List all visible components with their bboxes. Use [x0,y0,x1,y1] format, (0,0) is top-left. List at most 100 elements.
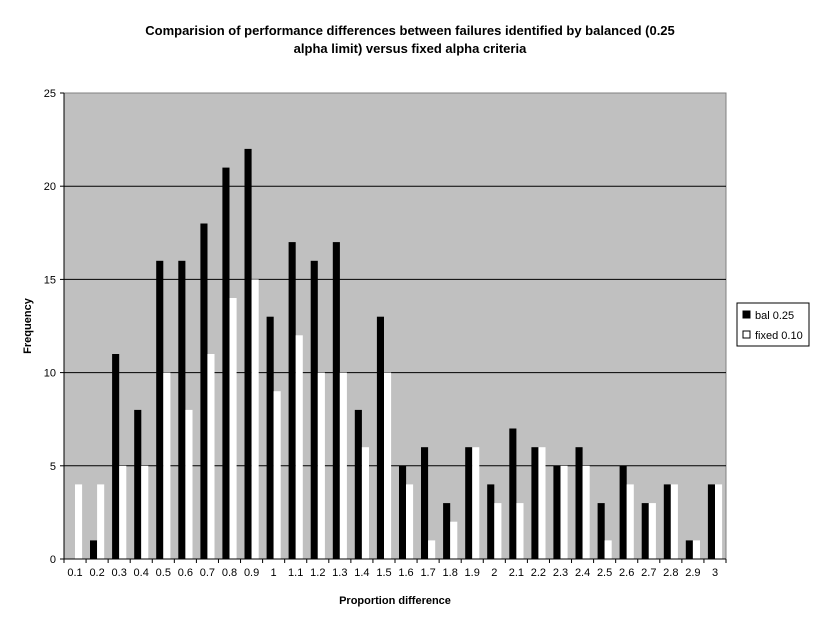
x-tick-label: 0.2 [89,567,104,579]
bar-bal [531,447,539,559]
legend-label-fixed: fixed 0.10 [755,330,803,342]
chart-title-line-2: alpha limit) versus fixed alpha criteria [294,41,527,56]
bar-bal [553,465,561,559]
bar-fixed [317,372,325,559]
y-tick-label: 20 [44,181,56,193]
x-tick-label: 0.7 [200,567,215,579]
bar-fixed [494,503,502,559]
x-tick-label: 1.7 [420,567,435,579]
x-tick-label: 2 [491,567,497,579]
bar-fixed [295,335,303,559]
y-tick-label: 5 [50,461,56,473]
x-tick-label: 1.6 [398,567,413,579]
x-tick-label: 0.4 [134,567,149,579]
x-tick-label: 0.8 [222,567,237,579]
y-tick-label: 25 [44,88,56,100]
x-tick-label: 1 [271,567,277,579]
bar-fixed [406,484,414,559]
bar-bal [465,447,473,559]
x-tick-label: 1.4 [354,567,369,579]
x-tick-label: 2.5 [597,567,612,579]
x-tick-label: 2.2 [531,567,546,579]
bar-bal [619,465,627,559]
bar-fixed [273,391,281,559]
bar-bal [509,428,517,559]
bar-fixed [670,484,678,559]
bars [75,148,723,559]
x-tick-label: 1.2 [310,567,325,579]
x-tick-label: 0.1 [67,567,82,579]
tick-labels: 0 5 10 15 20 25 0.1 0.2 0.3 0.4 0.5 0.6 0.7 0.8 0.9 1 1.… [44,88,718,579]
bar-fixed [648,503,656,559]
x-tick-label: 1.8 [443,567,458,579]
y-axis-label: Frequency [22,297,34,354]
bar-fixed [207,354,215,559]
x-tick-label: 1.5 [376,567,391,579]
x-tick-label: 0.6 [178,567,193,579]
bar-bal [685,540,693,559]
bar-fixed [516,503,524,559]
bar-bal [376,316,384,559]
bar-bal [707,484,715,559]
bar-fixed [361,447,369,559]
bar-fixed [626,484,634,559]
bar-bal [266,316,274,559]
x-tick-label: 0.3 [112,567,127,579]
bar-fixed [119,465,127,559]
y-tick-label: 15 [44,274,56,286]
bar-fixed [560,465,568,559]
legend-swatch-bal [742,310,751,319]
bar-bal [399,465,407,559]
x-tick-label: 2.3 [553,567,568,579]
bar-fixed [538,447,546,559]
x-tick-label: 0.5 [156,567,171,579]
bar-fixed [472,447,480,559]
x-tick-label: 1.1 [288,567,303,579]
bar-bal [178,260,186,559]
bar-bal [156,260,164,559]
bar-bal [575,447,583,559]
bar-bal [641,503,649,559]
bar-bal [354,409,362,559]
x-tick-label: 0.9 [244,567,259,579]
bar-bal [443,503,451,559]
legend: bal 0.25 fixed 0.10 [736,302,810,347]
bar-fixed [185,409,193,559]
chart-title-line-1: Comparision of performance differences b… [145,23,675,38]
bar-fixed [428,540,436,559]
x-tick-label: 2.8 [663,567,678,579]
axes [60,92,727,563]
bar-bal [134,409,142,559]
x-tick-label: 2.9 [685,567,700,579]
y-tick-label: 10 [44,368,56,380]
bar-bal [421,447,429,559]
bar-bal [487,484,495,559]
bar-fixed [450,521,458,559]
y-tick-label: 0 [50,554,56,566]
legend-label-bal: bal 0.25 [755,310,794,322]
bar-bal [288,242,296,559]
bar-bal [90,540,98,559]
bar-bal [597,503,605,559]
x-axis-label: Proportion difference [339,595,451,607]
gridlines [64,185,726,467]
x-tick-label: 2.4 [575,567,590,579]
bar-fixed [339,372,347,559]
bar-bal [222,167,230,559]
x-tick-label: 2.7 [641,567,656,579]
x-tick-label: 2.1 [509,567,524,579]
bar-fixed [229,298,237,559]
x-tick-label: 1.3 [332,567,347,579]
bar-fixed [251,279,259,559]
bar-fixed [582,465,590,559]
bar-fixed [163,372,171,559]
bar-bal [112,354,120,559]
bar-fixed [141,465,149,559]
bar-fixed [75,484,83,559]
legend-box [736,302,810,347]
bar-fixed [604,540,612,559]
bar-bal [663,484,671,559]
bar-fixed [97,484,105,559]
bar-bal [200,223,208,559]
